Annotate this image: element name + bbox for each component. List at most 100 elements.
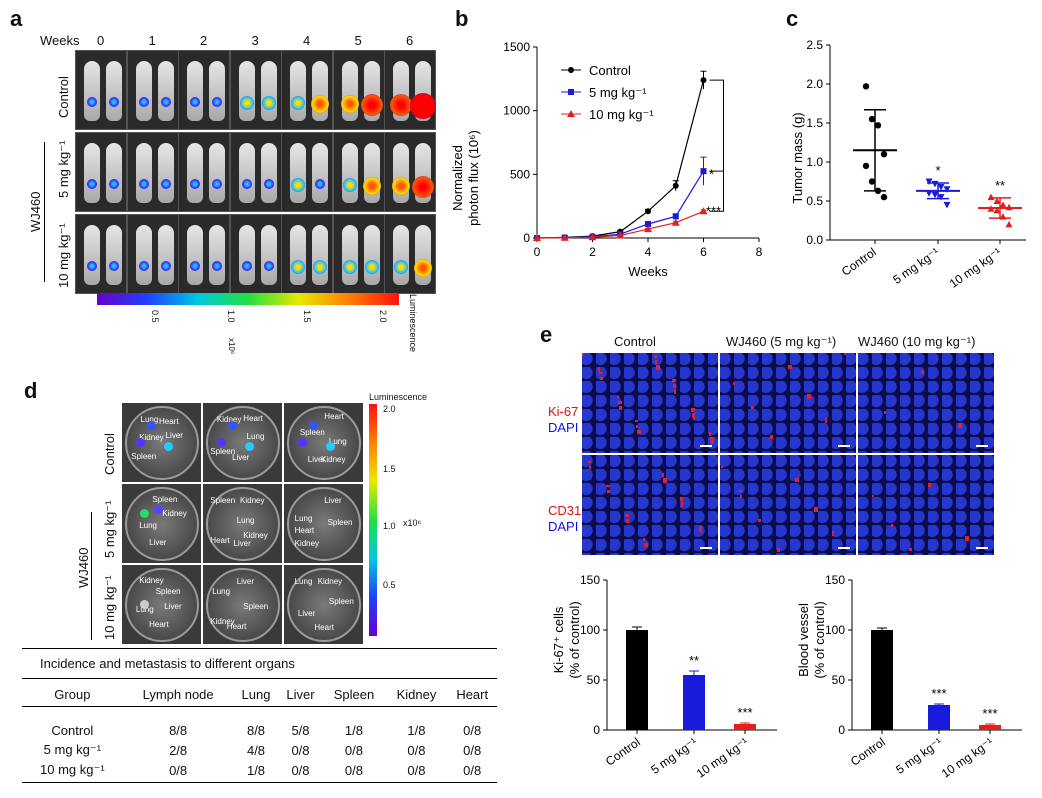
tumor-signal <box>394 260 408 274</box>
e1-xtick-label: Control <box>603 735 643 769</box>
c-point <box>987 193 995 201</box>
c-ytick-label: 0.5 <box>806 194 823 208</box>
week-label: 1 <box>148 33 156 48</box>
organ-label: Heart <box>149 620 169 630</box>
tumor-signal <box>342 260 357 274</box>
c-point <box>943 201 951 209</box>
mouse-image-cell <box>281 214 333 294</box>
red-stain-dot <box>672 379 676 382</box>
e2-ytick-label: 0 <box>838 723 845 737</box>
mouse-image-cell <box>75 214 127 294</box>
mouse-silhouette <box>106 225 122 285</box>
c-ylabel: Tumor mass (g) <box>790 112 805 203</box>
organ-signal <box>326 441 335 451</box>
week-label: 5 <box>354 33 362 48</box>
th-kidney: Kidney <box>396 687 437 703</box>
mouse-image-cell <box>281 132 333 212</box>
mouse-silhouette <box>363 225 380 285</box>
organ-label: Lung <box>212 587 231 597</box>
red-stain-dot <box>709 432 711 436</box>
c-point <box>880 193 888 201</box>
mouse-image-cell <box>126 214 179 294</box>
organ-label: Spleen <box>210 495 236 505</box>
red-stain-dot <box>832 531 834 536</box>
organ-label: Kidney <box>317 576 343 586</box>
mouse-image-cell <box>229 214 282 294</box>
tumor-signal <box>109 261 119 271</box>
panel-d-label: d <box>24 378 38 403</box>
red-stain-dot <box>795 478 799 482</box>
mouse-silhouette <box>187 143 203 203</box>
table-cell: 0/8 <box>344 762 363 778</box>
c-point <box>874 122 882 129</box>
organ-label: Spleen <box>327 517 353 527</box>
mouse-image-cell <box>384 214 436 294</box>
tumor-signal <box>87 179 97 189</box>
mouse-silhouette <box>106 61 122 121</box>
c-ytick-label: 2.5 <box>806 38 823 52</box>
red-stain-dot <box>663 478 667 483</box>
colorbar-d-tick: 0.5 <box>383 580 396 590</box>
e2-ytick-label: 150 <box>825 573 845 587</box>
c-point <box>880 151 888 158</box>
organ-signal <box>146 420 156 430</box>
organ-signal <box>298 438 307 447</box>
red-stain-dot <box>770 435 773 439</box>
b-xlabel: Weeks <box>628 264 668 279</box>
b-ylabel-1: Normalized <box>450 145 465 211</box>
table-header-row: Group Lymph node Lung Liver Spleen Kidne… <box>22 684 497 706</box>
tumor-signal <box>190 97 200 107</box>
red-stain-dot <box>733 382 735 385</box>
b-point <box>700 168 707 175</box>
tumor-signal <box>160 97 171 107</box>
red-stain-dot <box>600 377 603 380</box>
organ-label: Spleen <box>155 586 181 596</box>
organ-label: Lung <box>294 514 313 524</box>
microscopy-image <box>582 353 718 453</box>
mouse-image-cell <box>229 50 282 130</box>
th-liver: Liver <box>286 687 315 703</box>
organ-signal <box>227 420 237 430</box>
b-sig-bracket <box>709 79 724 172</box>
mouse-silhouette <box>209 61 225 121</box>
b-legend-marker <box>567 110 575 117</box>
mouse-silhouette <box>341 225 358 285</box>
organ-label: Lung <box>236 515 255 525</box>
colorbar-d-multiplier: x10⁶ <box>403 518 422 528</box>
red-stain-dot <box>662 473 664 477</box>
panel-c-label: c <box>786 6 799 31</box>
wj460-bracket <box>44 142 45 282</box>
organ-label: Spleen <box>243 602 269 611</box>
red-stain-dot <box>884 411 886 414</box>
e2-sig-label: *** <box>982 706 997 721</box>
organ-label: Spleen <box>131 451 157 461</box>
e2-xtick-label: 10 mg kg⁻¹ <box>939 735 996 781</box>
organ-signal <box>139 600 149 609</box>
c-xtick-label: 10 mg kg⁻¹ <box>947 245 1004 291</box>
e1-bar <box>626 630 648 730</box>
red-stain-dot <box>582 353 584 356</box>
b-point <box>560 233 569 241</box>
culture-dish <box>287 487 361 561</box>
colorbar-d-title: Luminescence <box>369 392 428 402</box>
organ-signal <box>245 441 254 451</box>
mouse-silhouette <box>290 61 306 121</box>
organ-label: Liver <box>324 495 342 505</box>
mouse-silhouette <box>187 225 203 285</box>
e-col-5mg: WJ460 (5 mg kg⁻¹) <box>726 334 837 349</box>
b-point <box>672 182 679 189</box>
organ-signal <box>139 508 149 518</box>
tumor-signal <box>360 94 383 116</box>
e2-ytick-label: 100 <box>825 623 845 637</box>
e2-ylabel-2: (% of control) <box>812 601 827 678</box>
organ-signal <box>164 441 173 451</box>
e1-xtick-label: 10 mg kg⁻¹ <box>694 735 751 781</box>
red-stain-dot <box>607 490 610 493</box>
tumor-signal <box>392 177 410 195</box>
e-col-10mg: WJ460 (10 mg kg⁻¹) <box>858 334 976 349</box>
table-cell: 1/8 <box>246 762 266 778</box>
mouse-silhouette <box>238 225 255 285</box>
mouse-silhouette <box>106 143 122 203</box>
organ-label: Spleen <box>210 446 236 456</box>
e2-bar <box>979 725 1001 730</box>
